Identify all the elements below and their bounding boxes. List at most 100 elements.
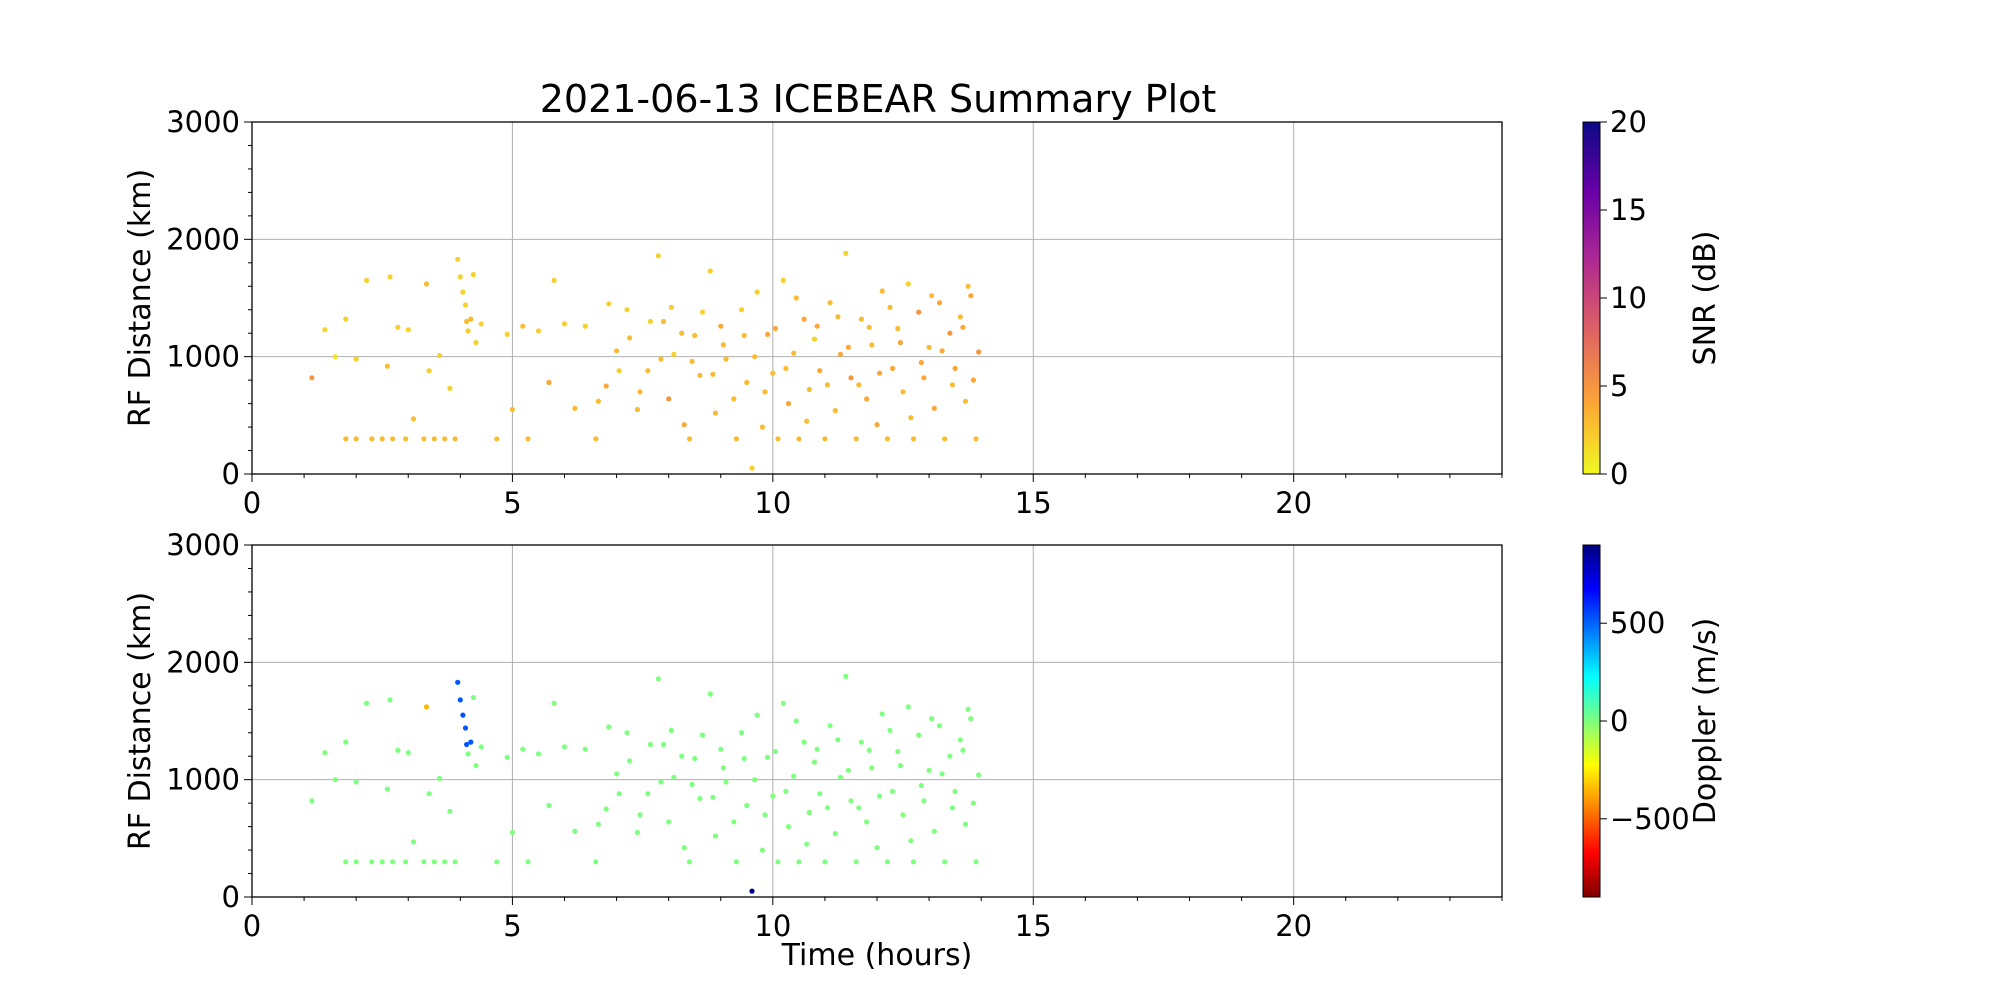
data-point — [655, 676, 661, 682]
data-point — [436, 352, 443, 359]
data-point — [465, 328, 471, 334]
data-point — [426, 791, 432, 797]
data-point — [464, 741, 470, 748]
data-point — [353, 436, 359, 442]
data-point — [442, 436, 448, 442]
data-point — [686, 859, 693, 865]
data-point — [460, 289, 466, 295]
data-point — [853, 859, 859, 865]
data-point — [864, 396, 870, 402]
data-point — [869, 342, 875, 348]
data-point — [410, 839, 417, 845]
data-point — [616, 368, 622, 374]
data-point — [791, 773, 797, 779]
data-point — [824, 805, 831, 811]
data-point — [817, 791, 823, 797]
data-point — [343, 739, 349, 745]
data-point — [931, 405, 937, 411]
data-point — [720, 342, 727, 348]
data-point — [739, 307, 745, 313]
data-point — [468, 316, 474, 322]
data-point — [309, 798, 315, 804]
data-point — [858, 739, 865, 745]
data-point — [887, 304, 893, 310]
data-point — [478, 744, 484, 750]
data-point — [910, 859, 917, 865]
data-point — [572, 828, 578, 834]
data-point — [658, 356, 664, 362]
data-point — [869, 765, 875, 771]
colorbar-tick-label: 0 — [1610, 704, 1628, 738]
data-point — [595, 821, 602, 827]
data-point — [801, 739, 807, 745]
data-point — [478, 321, 484, 327]
data-point — [395, 324, 401, 330]
data-point — [384, 786, 390, 792]
data-point — [520, 746, 526, 752]
data-point — [647, 318, 654, 325]
data-point — [890, 788, 896, 795]
data-point — [744, 379, 750, 386]
data-point — [405, 327, 411, 333]
data-point — [949, 382, 956, 388]
data-point — [462, 302, 469, 308]
data-point — [754, 712, 760, 718]
data-point — [387, 274, 393, 280]
plot-frame — [251, 544, 1503, 898]
data-point — [874, 845, 880, 851]
data-point — [668, 727, 674, 734]
x-tick-label: 20 — [1275, 486, 1312, 520]
data-point — [887, 727, 893, 734]
data-point — [827, 300, 833, 306]
data-point — [741, 755, 747, 762]
data-point — [403, 859, 409, 865]
data-point — [939, 348, 945, 354]
data-point — [679, 330, 685, 336]
data-point — [614, 771, 620, 777]
data-point — [866, 747, 872, 753]
data-point — [405, 750, 411, 756]
y-tick-label: 0 — [222, 880, 240, 914]
data-point — [697, 795, 703, 802]
data-point — [421, 859, 427, 865]
data-point — [364, 277, 370, 283]
data-point — [707, 268, 713, 274]
data-point — [968, 293, 974, 299]
data-point — [804, 418, 810, 424]
data-point — [936, 300, 943, 306]
data-point — [976, 349, 982, 355]
data-point — [775, 436, 781, 442]
data-point — [965, 283, 971, 289]
data-point — [322, 327, 328, 333]
data-point — [739, 730, 745, 736]
data-point — [817, 368, 823, 374]
y-tick-label: 1000 — [166, 340, 240, 374]
data-point — [364, 700, 370, 707]
data-point — [752, 354, 758, 360]
data-point — [731, 396, 737, 402]
data-point — [962, 821, 969, 827]
data-point — [447, 385, 453, 391]
data-point — [624, 307, 630, 313]
y-tick-label: 2000 — [166, 222, 240, 256]
data-point — [509, 829, 515, 836]
data-points — [309, 673, 982, 894]
x-tick-label: 15 — [1015, 909, 1052, 943]
colorbar-tick-label: 10 — [1610, 281, 1647, 315]
data-point — [447, 808, 453, 814]
data-point — [879, 288, 885, 294]
data-point — [423, 704, 430, 710]
data-point — [718, 323, 724, 329]
data-point — [494, 859, 500, 865]
data-point — [421, 436, 427, 442]
data-point — [926, 344, 932, 350]
data-point — [824, 382, 831, 388]
data-point — [637, 812, 643, 818]
data-point — [848, 798, 854, 804]
data-point — [770, 370, 776, 376]
colorbar — [1582, 121, 1601, 475]
data-point — [710, 794, 716, 800]
y-tick-label: 0 — [222, 457, 240, 491]
data-point — [775, 859, 781, 865]
data-point — [900, 389, 906, 395]
